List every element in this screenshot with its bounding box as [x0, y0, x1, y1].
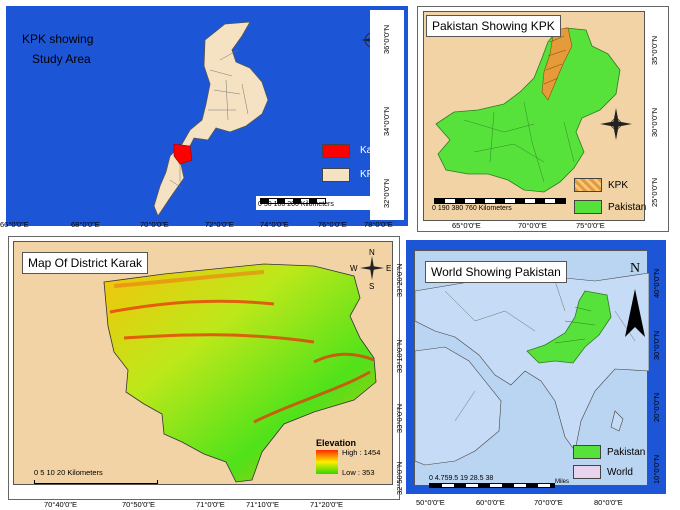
world-xtick-80: 80°0'0"E	[594, 498, 623, 507]
kpk-ytick-36: 36°0'0"N	[382, 24, 391, 54]
karak-ytick-3250: 32°50'0"N	[395, 461, 404, 495]
kpk-district-borders	[169, 49, 249, 189]
legend-kpk-hatch-swatch	[574, 178, 602, 192]
karak-xtick-7110: 71°10'0"E	[246, 500, 279, 509]
karak-map-frame: Map Of District Karak N S W E Elevation …	[13, 241, 393, 485]
kpk-title-line1: KPK showing	[22, 32, 94, 46]
world-ytick-20: 20°0'0"N	[652, 392, 661, 422]
world-ytick-10: 10°0'0"N	[652, 454, 661, 484]
world-legend-pakistan-label: Pakistan	[607, 447, 646, 458]
north-arrow-icon	[625, 289, 645, 337]
kpk-ytick-32: 32°0'0"N	[382, 178, 391, 208]
world-borders	[444, 280, 636, 422]
karak-ytick-330: 33°0'0"N	[395, 403, 404, 433]
pakistan-world-shape	[526, 290, 612, 364]
kpk-title-line2: Study Area	[32, 52, 91, 66]
pak-ytick-35: 35°0'0"N	[650, 35, 659, 65]
kpk-xtick-76: 76°0'0"E	[318, 220, 347, 229]
pakistan-map-title: Pakistan Showing KPK	[426, 15, 561, 37]
karak-map-svg	[103, 256, 384, 483]
kpk-map-svg	[153, 21, 370, 217]
elevation-low-label: Low : 353	[342, 468, 375, 477]
pakistan-scale-bar	[434, 198, 566, 204]
elevation-legend-title: Elevation	[316, 438, 357, 448]
srilanka-shape	[610, 410, 624, 432]
kpk-ytick-34: 34°0'0"N	[382, 106, 391, 136]
karak-compass-icon	[360, 256, 384, 280]
kpk-map-panel: KPK showing Study Area Karak KPK 0 50 10…	[6, 6, 408, 226]
pakistan-map-frame: Pakistan Showing KPK KPK Pakistan 0 190 …	[423, 11, 647, 221]
world-legend-world-label: World	[607, 467, 633, 478]
kpk-scale-label: 0 50 100 200 Kilometers	[258, 201, 334, 208]
karak-compass-s: S	[369, 282, 375, 291]
karak-map-panel: Map Of District Karak N S W E Elevation …	[8, 236, 404, 500]
kpk-xtick-74: 74°0'0"E	[260, 220, 289, 229]
world-scale-label: 0 4.759.5 19 28.5 38	[429, 475, 494, 482]
kpk-scale-bar: 0 50 100 200 Kilometers	[256, 196, 378, 210]
legend-world-swatch	[573, 465, 601, 479]
karak-compass-n: N	[369, 248, 375, 257]
karak-elevation-shape	[103, 263, 377, 483]
elevation-high-label: High : 1454	[342, 448, 381, 457]
kpk-xtick-66: 66°0'0"E	[0, 220, 29, 229]
world-scale-unit: Miles	[555, 479, 570, 485]
pakistan-scale-label: 0 190 380 760 Kilometers	[432, 205, 512, 212]
karak-map-title: Map Of District Karak	[22, 252, 149, 274]
pak-xtick-75: 75°0'0"E	[576, 221, 605, 230]
world-map-frame: World Showing Pakistan N Pakistan World …	[414, 250, 649, 488]
elevation-gradient-swatch	[316, 450, 338, 474]
world-ytick-30: 30°0'0"N	[652, 330, 661, 360]
world-xtick-70: 70°0'0"E	[534, 498, 563, 507]
kpk-xtick-68: 68°0'0"E	[71, 220, 100, 229]
karak-compass-e: E	[386, 264, 392, 273]
legend-world-pakistan-swatch	[573, 445, 601, 459]
legend-kpk-swatch	[322, 168, 350, 182]
kpk-xtick-70: 70°0'0"E	[140, 220, 169, 229]
karak-ytick-3320: 33°20'0"N	[395, 263, 404, 297]
karak-north-ridge	[113, 270, 265, 288]
pak-xtick-70: 70°0'0"E	[518, 221, 547, 230]
karak-ridge-lines	[109, 299, 375, 424]
karak-xtick-7040: 70°40'0"E	[44, 500, 77, 509]
kpk-highlight-shape	[541, 27, 573, 101]
pakistan-legend-kpk-label: KPK	[608, 180, 629, 191]
pakistan-map-panel: Pakistan Showing KPK KPK Pakistan 0 190 …	[417, 6, 669, 232]
compass-rose-icon	[361, 32, 370, 48]
world-xtick-50: 50°0'0"E	[416, 498, 445, 507]
pakistan-compass-icon	[600, 108, 632, 140]
karak-compass-w: W	[350, 264, 358, 273]
legend-pakistan-swatch	[574, 200, 602, 214]
pakistan-legend-pakistan-label: Pakistan	[608, 202, 647, 213]
world-ytick-40: 40°0'0"N	[652, 268, 661, 298]
pakistan-map-svg	[435, 27, 632, 193]
world-north-label: N	[630, 261, 641, 276]
pak-ytick-30: 30°0'0"N	[650, 107, 659, 137]
world-map-panel: World Showing Pakistan N Pakistan World …	[406, 240, 666, 494]
karak-scale-bar	[34, 480, 158, 484]
world-scale-bar	[429, 483, 555, 488]
pakistan-world-borders	[554, 306, 596, 344]
arabia-land-shape	[415, 346, 502, 466]
pakistan-district-borders	[463, 101, 575, 183]
kpk-map-frame: KPK showing Study Area Karak KPK 0 50 10…	[10, 10, 386, 220]
world-xtick-60: 60°0'0"E	[476, 498, 505, 507]
karak-ytick-3310: 33°10'0"N	[395, 339, 404, 373]
world-map-svg	[415, 272, 649, 466]
kpk-hatch-lines	[543, 35, 567, 85]
pak-ytick-25: 25°0'0"N	[650, 177, 659, 207]
kpk-yaxis-strip: 36°0'0"N 34°0'0"N 32°0'0"N	[370, 10, 404, 220]
legend-karak-swatch	[322, 144, 350, 158]
karak-xtick-7120: 71°20'0"E	[310, 500, 343, 509]
world-map-title: World Showing Pakistan	[425, 261, 567, 283]
karak-xtick-7050: 70°50'0"E	[122, 500, 155, 509]
kpk-province-shape	[153, 21, 269, 217]
karak-xtick-710: 71°0'0"E	[196, 500, 225, 509]
kpk-xtick-78: 78°0'0"E	[364, 220, 393, 229]
karak-district-shape	[173, 143, 193, 165]
pak-xtick-65: 65°0'0"E	[452, 221, 481, 230]
pakistan-country-shape	[435, 27, 621, 193]
karak-scale-label: 0 5 10 20 Kilometers	[34, 468, 103, 477]
kpk-xtick-72: 72°0'0"E	[205, 220, 234, 229]
